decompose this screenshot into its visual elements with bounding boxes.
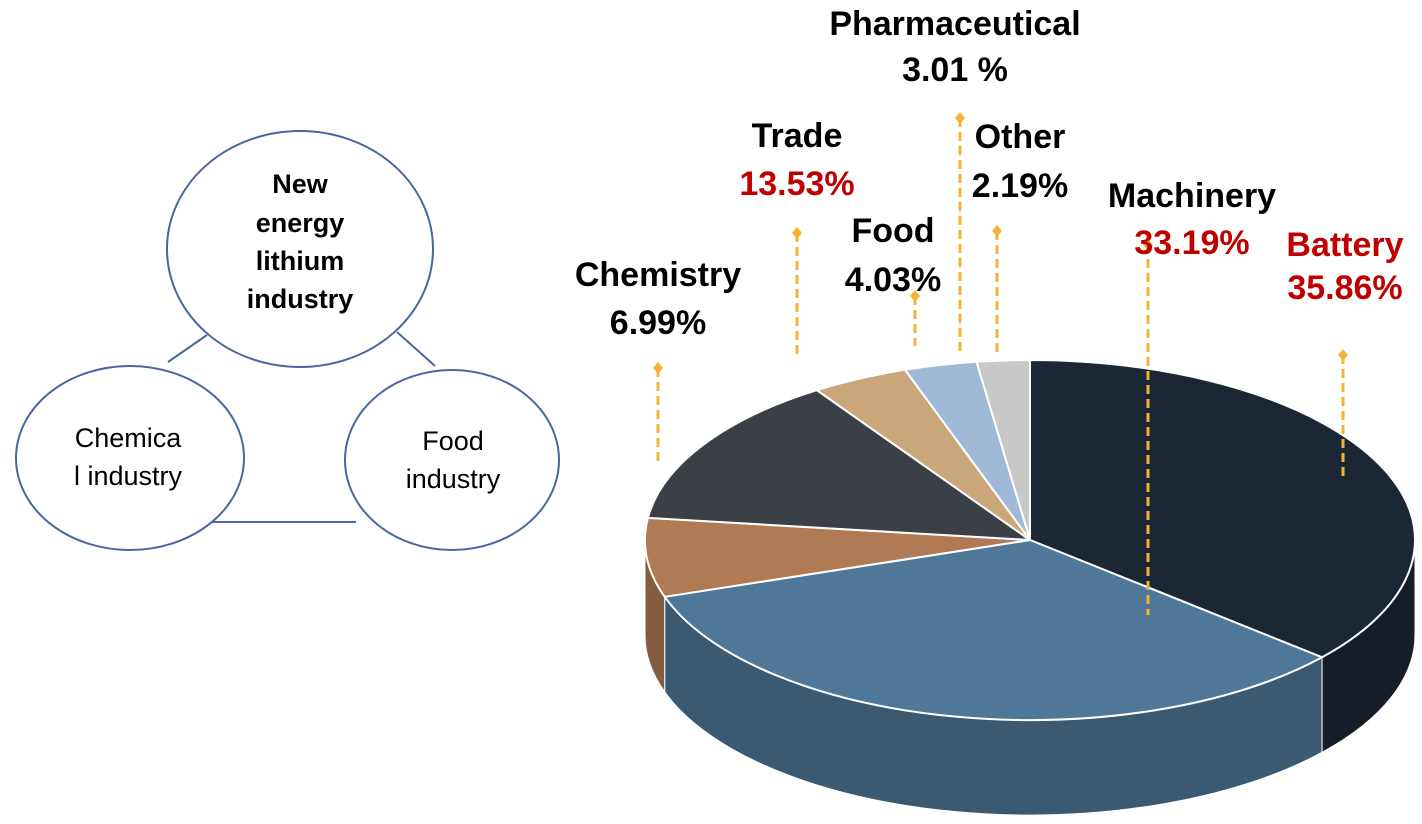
slice-name: Chemistry xyxy=(575,256,741,294)
slice-value: 2.19% xyxy=(972,167,1068,205)
slice-value: 4.03% xyxy=(845,261,941,299)
slice-value: 6.99% xyxy=(610,304,706,342)
node-label: industry xyxy=(406,464,501,494)
node-circle xyxy=(345,370,559,550)
slice-name: Battery xyxy=(1286,226,1403,264)
connector xyxy=(397,332,435,366)
node-label: industry xyxy=(247,284,354,314)
node-label: energy xyxy=(256,208,345,238)
slice-value: 33.19% xyxy=(1134,224,1249,262)
slice-value: 13.53% xyxy=(739,165,854,203)
leader-diamond xyxy=(1338,349,1348,361)
slice-name: Pharmaceutical xyxy=(829,5,1080,43)
slice-name: Trade xyxy=(752,117,843,155)
slice-name: Other xyxy=(975,118,1066,156)
leader-diamond xyxy=(955,112,965,124)
slice-value: 35.86% xyxy=(1287,269,1402,307)
pie-chart: Battery 35.86% Machinery 33.19% Chemistry 6.9… xyxy=(575,5,1415,815)
slice-value: 3.01 % xyxy=(902,51,1008,89)
node-label: Chemica xyxy=(75,423,183,453)
node-label: lithium xyxy=(256,246,345,276)
leader-diamond xyxy=(653,362,663,374)
connector xyxy=(168,335,207,362)
leader-diamond xyxy=(992,225,1002,237)
page: New energy lithium industry Chemica l in… xyxy=(0,0,1422,824)
node-label: New xyxy=(272,169,329,199)
node-label: Food xyxy=(422,426,484,456)
slice-name: Food xyxy=(851,212,934,250)
leader-diamond xyxy=(792,227,802,239)
node-circle xyxy=(16,366,244,550)
node-label: l industry xyxy=(74,461,183,491)
slice-name: Machinery xyxy=(1108,177,1276,215)
